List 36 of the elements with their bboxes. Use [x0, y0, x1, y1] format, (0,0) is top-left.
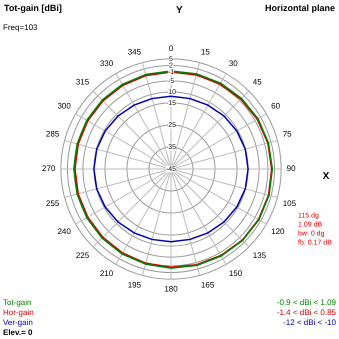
spoke-label: 315	[76, 78, 90, 87]
text: -1.4 < dBi < 0.85	[276, 308, 337, 318]
chart-subtitle: Horizontal plane	[264, 2, 335, 13]
spoke-label: 345	[128, 48, 142, 57]
spoke-label: 30	[228, 59, 238, 68]
spoke-label: 180	[164, 284, 178, 294]
text: -12 < dBi < -10	[283, 318, 337, 328]
spoke-label: 330	[100, 59, 114, 68]
spoke-label: 165	[200, 280, 215, 290]
spoke-label: 105	[282, 198, 297, 208]
spoke-label: 300	[57, 102, 72, 111]
text: Y	[176, 4, 183, 16]
spoke-label: 240	[57, 226, 72, 236]
spoke-label: 255	[46, 198, 60, 208]
spoke-label: 120	[271, 226, 286, 236]
spoke-label: 285	[46, 129, 60, 138]
text: -0.9 < dBi < 1.09	[276, 298, 337, 308]
spoke-label: 60	[271, 102, 281, 111]
spoke-label: 75	[282, 129, 292, 138]
text: Hor-gain	[3, 308, 34, 318]
spoke-label: 45	[252, 78, 262, 87]
text: Tot-gain	[3, 298, 32, 308]
spoke-label: 90	[286, 164, 296, 174]
spoke-label: 195	[128, 280, 142, 290]
spoke-label: 210	[100, 269, 114, 278]
text: Elev.= 0	[3, 328, 33, 338]
spoke-label: 0	[168, 44, 174, 53]
text: Ver-gain	[3, 318, 33, 328]
spoke-label: 150	[228, 269, 243, 278]
spoke-label: 270	[42, 164, 56, 174]
spoke-label: 135	[252, 250, 267, 260]
spoke-label: 225	[76, 250, 90, 260]
text: Freq=103	[3, 23, 38, 32]
text: X	[322, 170, 330, 182]
spoke-label: 15	[200, 48, 210, 57]
chart-title: Tot-gain [dBi]	[4, 2, 62, 13]
